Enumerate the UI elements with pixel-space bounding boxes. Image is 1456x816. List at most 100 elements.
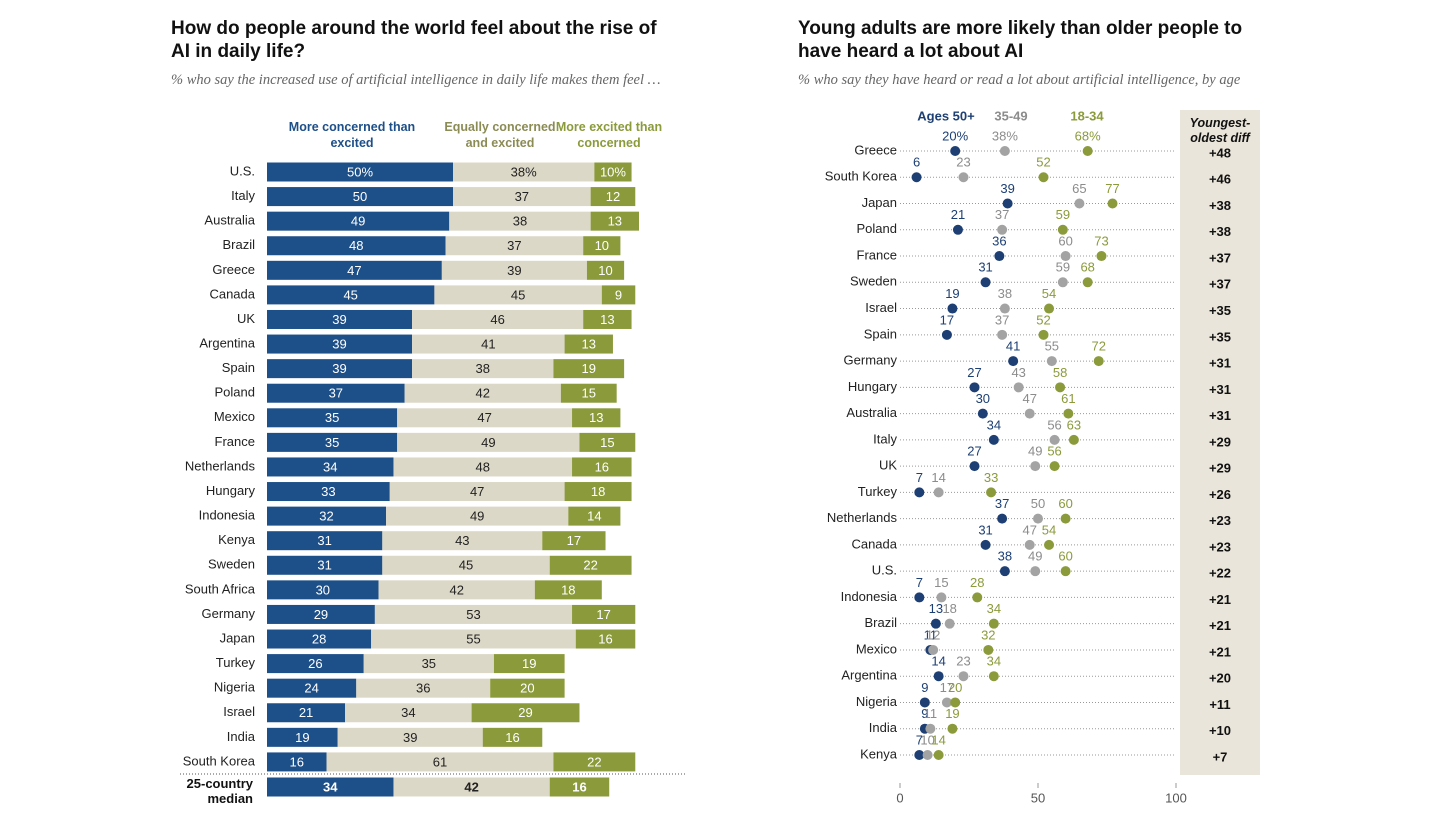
bar-segment — [453, 162, 595, 182]
dot — [1013, 382, 1024, 393]
dot — [914, 749, 925, 760]
bar-segment — [382, 555, 550, 575]
diff-value: +46 — [1209, 172, 1231, 187]
dot — [988, 434, 999, 445]
category-label: Italy — [231, 188, 255, 203]
bar-segment — [564, 482, 632, 502]
bar-segment — [449, 211, 591, 231]
diff-value: +38 — [1209, 224, 1231, 239]
value-label: 16 — [505, 730, 519, 745]
value-label: 49 — [351, 214, 365, 229]
dot — [914, 592, 925, 603]
value-label: 17 — [567, 533, 581, 548]
category-label: Turkey — [216, 655, 256, 670]
bar-segment — [412, 309, 584, 329]
value-label: 34 — [323, 779, 338, 794]
bar-segment — [386, 506, 569, 526]
dot — [969, 382, 980, 393]
dot — [950, 146, 961, 156]
value-label: 26 — [308, 656, 322, 671]
value-label: 31 — [978, 260, 992, 275]
value-label: 50 — [353, 189, 367, 204]
value-label: 45 — [343, 287, 357, 302]
dot — [983, 644, 994, 655]
chart-title: How do people around the world feel abou… — [171, 18, 657, 62]
category-label: Hungary — [206, 483, 256, 498]
value-label: 47 — [1022, 522, 1036, 537]
value-label: 59 — [1056, 207, 1070, 222]
category-label: Mexico — [856, 641, 897, 656]
value-label: 55 — [466, 631, 480, 646]
bar-segment — [572, 408, 621, 428]
category-label: Indonesia — [841, 589, 898, 604]
value-label: 19 — [582, 361, 596, 376]
value-label: 49 — [470, 509, 484, 524]
value-label: 35 — [325, 410, 339, 425]
dot — [986, 487, 997, 498]
diff-value: +38 — [1209, 198, 1231, 213]
value-label: 18 — [942, 601, 956, 616]
value-label: 16 — [595, 459, 609, 474]
value-label: 14 — [931, 470, 945, 485]
category-label: UK — [237, 311, 255, 326]
value-label: 17 — [940, 680, 954, 695]
dot — [1055, 382, 1066, 393]
value-label: 24 — [304, 681, 318, 696]
bar-segment — [590, 187, 636, 207]
dot — [1057, 277, 1068, 288]
bar-segment — [549, 777, 610, 797]
value-label: 42 — [476, 386, 490, 401]
value-label: 39 — [332, 312, 346, 327]
value-label: 22 — [583, 558, 597, 573]
bar-segment — [267, 260, 442, 280]
dot — [988, 618, 999, 629]
category-label: UK — [879, 458, 897, 473]
value-label: 13 — [608, 214, 622, 229]
bar-segment — [267, 727, 338, 747]
value-label: 37 — [515, 189, 529, 204]
value-label: 17 — [596, 607, 610, 622]
category-label: Israel — [223, 704, 255, 719]
value-label: 39 — [332, 336, 346, 351]
value-label: 49 — [1028, 444, 1042, 459]
bar-segment — [267, 654, 364, 674]
category-label: Argentina — [199, 335, 255, 350]
value-label: 13 — [600, 312, 614, 327]
value-label: 32 — [319, 509, 333, 524]
dot — [980, 277, 991, 288]
value-label: 35 — [325, 435, 339, 450]
value-label: 56 — [1047, 444, 1061, 459]
value-label: 20 — [520, 681, 534, 696]
dot — [1038, 329, 1049, 340]
dot — [1049, 434, 1060, 445]
dot — [1030, 566, 1041, 577]
category-label: Mexico — [214, 409, 255, 424]
bar-segment — [267, 457, 394, 477]
value-label: 42 — [464, 779, 478, 794]
category-label: Greece — [854, 142, 897, 157]
category-label: Poland — [215, 385, 255, 400]
value-label: 45 — [459, 558, 473, 573]
value-label: 42 — [449, 582, 463, 597]
diff-header: Youngest-oldest diff — [1189, 116, 1251, 145]
bar-segment — [579, 432, 636, 452]
value-label: 37 — [995, 207, 1009, 222]
value-label: 48 — [476, 459, 490, 474]
bar-segment — [542, 531, 606, 551]
bar-segment — [534, 580, 602, 600]
value-label: 50% — [347, 164, 373, 179]
dot — [925, 723, 936, 734]
dot — [980, 539, 991, 550]
value-label: 37 — [507, 238, 521, 253]
legend-entry: More excited than concerned — [555, 120, 663, 150]
value-label: 33 — [321, 484, 335, 499]
value-label: 53 — [466, 607, 480, 622]
value-label: 9 — [921, 706, 928, 721]
bar-segment — [453, 187, 591, 207]
bar-segment — [267, 678, 357, 698]
dot — [1096, 251, 1107, 262]
value-label: 14 — [931, 654, 945, 669]
bar-segment — [560, 383, 617, 403]
value-label: 23 — [956, 654, 970, 669]
value-label: 47 — [347, 263, 361, 278]
